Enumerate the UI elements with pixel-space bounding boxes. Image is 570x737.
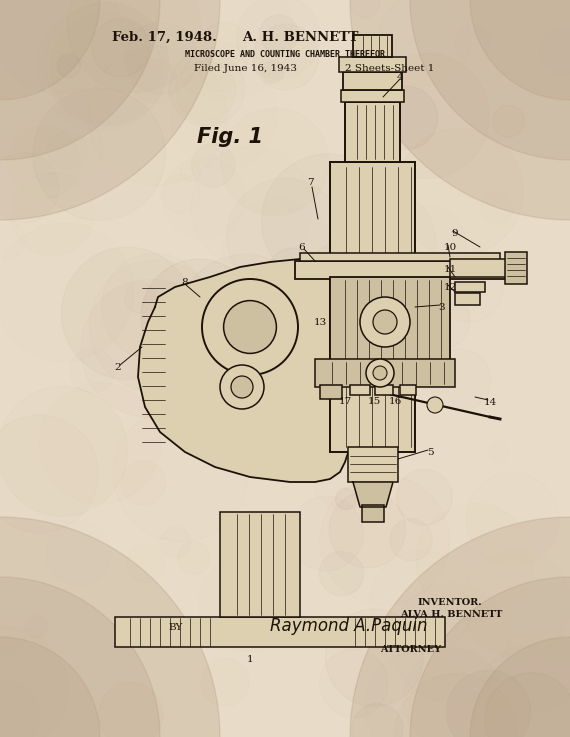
Circle shape (410, 577, 570, 737)
Bar (320, 385, 342, 399)
Text: Raymond A.Paquin: Raymond A.Paquin (270, 617, 428, 635)
Circle shape (223, 301, 276, 354)
Text: 14: 14 (483, 397, 496, 407)
Circle shape (410, 0, 570, 160)
Circle shape (470, 637, 570, 737)
Bar (345, 102, 400, 162)
Text: 5: 5 (427, 447, 433, 456)
Bar (348, 447, 398, 482)
Text: A. H. BENNETT: A. H. BENNETT (242, 31, 358, 44)
Bar (339, 57, 406, 72)
Text: 8: 8 (182, 278, 188, 287)
Text: 2: 2 (115, 363, 121, 371)
Circle shape (0, 577, 160, 737)
Text: ATTORNEY: ATTORNEY (380, 645, 441, 654)
Circle shape (0, 637, 100, 737)
Bar (330, 277, 450, 362)
Bar (362, 505, 384, 522)
Text: 3: 3 (439, 302, 445, 312)
Circle shape (0, 517, 220, 737)
Bar (315, 359, 455, 387)
Bar (375, 385, 393, 395)
Bar (115, 617, 445, 647)
Circle shape (0, 0, 220, 220)
Circle shape (427, 397, 443, 413)
Circle shape (350, 517, 570, 737)
Circle shape (0, 0, 160, 160)
Bar (455, 293, 480, 305)
Circle shape (470, 0, 570, 100)
Text: 13: 13 (314, 318, 327, 326)
Text: 16: 16 (388, 397, 402, 405)
Text: 11: 11 (443, 265, 457, 273)
Text: 17: 17 (339, 397, 352, 405)
Circle shape (0, 0, 100, 100)
Text: 15: 15 (368, 397, 381, 405)
Bar (343, 72, 402, 90)
Bar (353, 35, 392, 57)
Circle shape (202, 279, 298, 375)
Polygon shape (138, 259, 350, 482)
Text: 9: 9 (451, 228, 458, 237)
Text: 12: 12 (443, 282, 457, 292)
Text: 2 Sheets-Sheet 1: 2 Sheets-Sheet 1 (345, 64, 435, 73)
Text: 1: 1 (247, 654, 253, 663)
Bar (350, 385, 370, 395)
Circle shape (373, 310, 397, 334)
Text: ALVA H. BENNETT: ALVA H. BENNETT (400, 610, 502, 619)
Circle shape (366, 359, 394, 387)
Text: BY: BY (168, 623, 182, 632)
Text: 10: 10 (443, 242, 457, 251)
Bar (220, 512, 300, 617)
Text: INVENTOR.: INVENTOR. (418, 598, 483, 607)
Bar (400, 385, 416, 395)
Text: MICROSCOPE AND COUNTING CHAMBER THEREFOR: MICROSCOPE AND COUNTING CHAMBER THEREFOR (185, 50, 385, 59)
Text: Feb. 17, 1948.: Feb. 17, 1948. (112, 31, 217, 44)
Text: 6: 6 (299, 242, 306, 251)
Text: Filed June 16, 1943: Filed June 16, 1943 (193, 64, 296, 73)
Bar (450, 259, 510, 277)
Bar (455, 282, 485, 292)
Text: Fig. 1: Fig. 1 (197, 127, 263, 147)
Bar (505, 252, 527, 284)
Text: 7: 7 (307, 178, 314, 186)
Text: 4: 4 (397, 72, 404, 82)
Circle shape (231, 376, 253, 398)
Bar (341, 90, 404, 102)
Circle shape (373, 366, 387, 380)
Circle shape (220, 365, 264, 409)
Bar (300, 253, 500, 261)
Bar (330, 162, 415, 452)
Circle shape (350, 0, 570, 220)
Circle shape (360, 297, 410, 347)
Polygon shape (353, 482, 393, 507)
Bar (295, 261, 505, 279)
